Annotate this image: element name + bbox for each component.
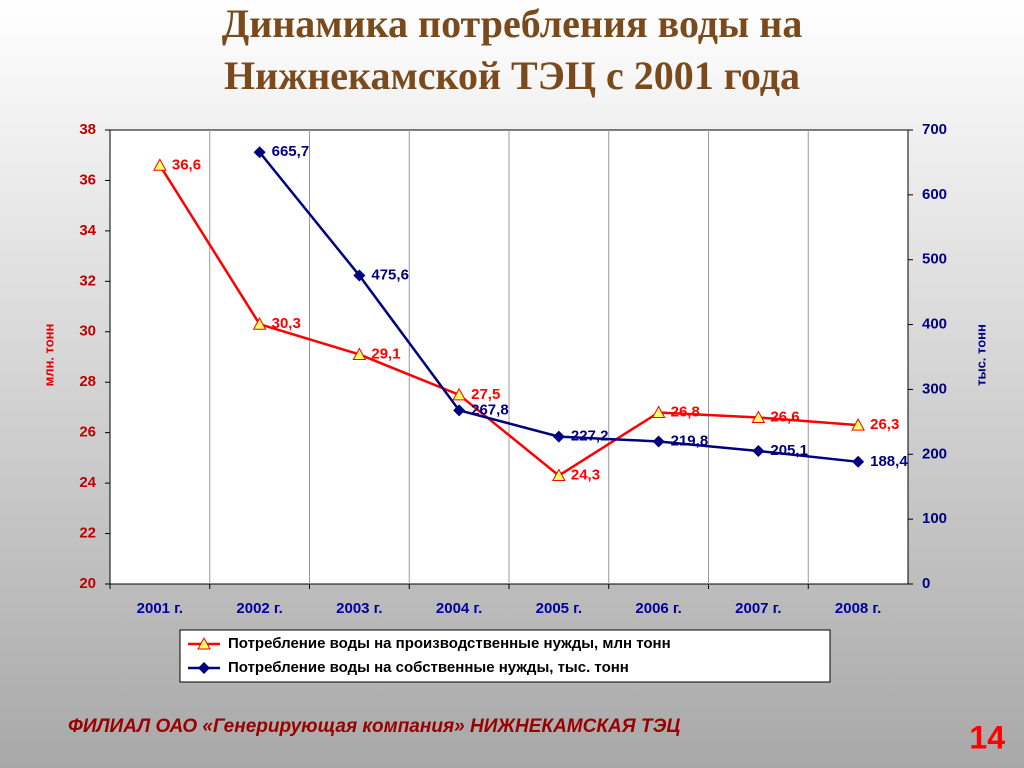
- y2-tick-label: 200: [922, 445, 947, 462]
- y-tick-label: 32: [79, 272, 96, 289]
- y-tick-label: 30: [79, 323, 96, 340]
- x-tick-label: 2004 г.: [436, 600, 482, 617]
- marker: [652, 435, 665, 448]
- data-label: 475,6: [371, 267, 409, 284]
- y-axis-label: млн. тонн: [41, 324, 56, 387]
- marker: [552, 468, 566, 482]
- y2-tick-label: 500: [922, 251, 947, 268]
- y2-tick-label: 100: [922, 510, 947, 527]
- y2-tick-label: 700: [922, 121, 947, 138]
- data-label: 29,1: [371, 345, 400, 362]
- marker: [651, 405, 666, 418]
- marker: [452, 387, 466, 401]
- marker: [552, 430, 565, 443]
- data-label: 26,3: [870, 416, 899, 433]
- data-label: 227,2: [571, 428, 609, 445]
- y-tick-label: 26: [79, 424, 96, 441]
- y-tick-label: 38: [79, 121, 96, 138]
- data-label: 205,1: [770, 442, 808, 459]
- y-tick-label: 36: [79, 171, 96, 188]
- data-label: 24,3: [571, 467, 600, 484]
- legend-marker: [198, 662, 210, 674]
- y-tick-label: 28: [79, 373, 96, 390]
- data-label: 27,5: [471, 386, 500, 403]
- marker: [751, 410, 766, 424]
- x-tick-label: 2008 г.: [835, 600, 881, 617]
- data-label: 188,4: [870, 453, 908, 470]
- marker: [353, 269, 366, 282]
- x-tick-label: 2003 г.: [336, 600, 382, 617]
- y-tick-label: 22: [79, 525, 96, 542]
- marker: [453, 404, 466, 417]
- marker: [153, 158, 167, 171]
- data-label: 26,8: [671, 403, 700, 420]
- legend-label: Потребление воды на производственные нуж…: [228, 635, 671, 652]
- data-label: 26,6: [770, 409, 799, 426]
- y2-tick-label: 300: [922, 380, 947, 397]
- x-tick-label: 2005 г.: [536, 600, 582, 617]
- y-tick-label: 34: [79, 222, 96, 239]
- marker: [752, 444, 765, 457]
- marker: [253, 146, 266, 159]
- x-tick-label: 2007 г.: [735, 600, 781, 617]
- series-line: [158, 164, 859, 478]
- marker: [852, 455, 865, 468]
- x-tick-label: 2001 г.: [137, 600, 183, 617]
- marker: [252, 317, 267, 330]
- page-number: 14: [969, 719, 1005, 755]
- marker: [851, 418, 865, 431]
- y-tick-label: 24: [79, 474, 96, 491]
- data-label: 267,8: [471, 401, 509, 418]
- data-label: 30,3: [272, 315, 301, 332]
- x-tick-label: 2006 г.: [635, 600, 681, 617]
- legend-marker: [197, 636, 211, 650]
- marker: [352, 347, 367, 360]
- data-label: 36,6: [172, 156, 201, 173]
- y2-tick-label: 600: [922, 186, 947, 203]
- title: Динамика потребления воды на Нижнекамской…: [222, 1, 803, 98]
- legend: [179, 629, 831, 683]
- data-label: 665,7: [272, 143, 310, 160]
- x-tick-label: 2002 г.: [236, 600, 282, 617]
- data-label: 219,8: [671, 432, 709, 449]
- y2-tick-label: 400: [922, 316, 947, 333]
- y-tick-label: 20: [79, 575, 96, 592]
- y2-tick-label: 0: [922, 575, 930, 592]
- legend-label: Потребление воды на собственные нужды, т…: [228, 659, 629, 676]
- y2-axis-label: тыс. тонн: [973, 324, 988, 386]
- footer: ФИЛИАЛ ОАО «Генерирующая компания» НИЖНЕ…: [68, 716, 680, 737]
